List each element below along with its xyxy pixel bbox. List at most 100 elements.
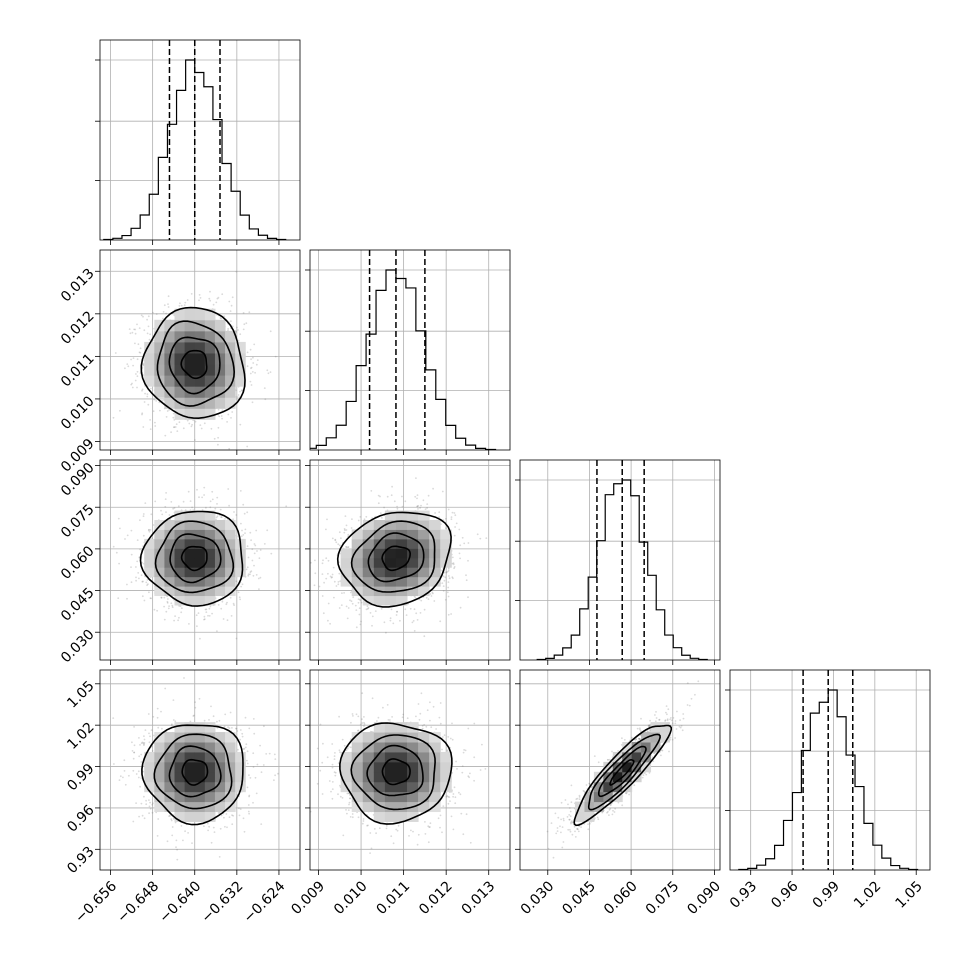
sample-point [165,610,168,613]
density-cell [154,341,165,354]
sample-point [117,517,120,520]
sample-point [250,366,253,369]
sample-point [235,514,238,516]
sample-point [220,415,223,417]
sample-point [355,626,358,629]
sample-point [355,609,358,611]
sample-point [423,635,426,638]
sample-point [148,591,150,594]
sample-point [141,389,143,392]
sample-point [321,595,324,597]
contour-2 [156,320,236,407]
sample-point [155,400,158,402]
sample-point [358,607,361,610]
density-cell [225,586,236,597]
sample-point [167,306,170,308]
sample-point [173,619,176,622]
sample-point [141,388,144,391]
density-cell [204,576,216,587]
density-cell [235,341,246,354]
density-cell [174,529,186,540]
density-cell [174,341,186,354]
sample-point [130,553,133,556]
sample-point [148,530,151,533]
sample-point [183,304,186,306]
sample-point [189,500,192,502]
sample-point [139,351,142,354]
contour-1 [168,336,221,395]
sample-point [413,630,416,632]
density-cell [194,557,206,568]
sample-point [337,543,340,546]
sample-point [168,409,171,411]
sample-point [231,325,234,328]
density-cell [204,319,216,332]
sample-point [251,548,254,551]
sample-point [210,427,213,430]
sample-point [178,421,181,424]
density-cell [184,330,196,343]
sample-point [175,423,178,426]
sample-point [189,509,192,511]
density-cell [214,520,226,530]
sample-point [252,362,255,364]
sample-point [369,612,372,614]
density-cell [184,595,196,606]
sample-point [249,372,252,375]
sample-point [240,535,243,538]
sample-point [424,508,427,510]
density-cell [164,538,176,549]
density-cell [194,375,206,387]
contour-0 [180,349,208,380]
density-cell [214,397,226,409]
sample-point [323,581,325,584]
sample-point [143,329,146,332]
sample-point [220,317,223,320]
sample-point [180,304,183,307]
sample-point [146,393,149,395]
sample-point [209,500,212,503]
sample-point [249,380,252,383]
sample-point [124,367,126,370]
density-cell [154,586,165,597]
sample-point [219,508,222,511]
sample-point [344,529,346,532]
sample-point [335,585,338,587]
sample-point [146,584,149,587]
sample-point [434,512,436,514]
sample-point [253,543,256,545]
density-cell [174,586,186,597]
contour-0 [180,545,208,572]
sample-point [359,516,362,518]
sample-point [447,581,450,583]
sample-point [130,383,133,386]
sample-point [327,602,330,605]
sample-point [451,576,454,578]
sample-point [438,511,441,514]
density-cell [164,341,176,354]
sample-point [454,526,456,528]
sample-point [379,495,381,498]
sample-point [146,579,149,581]
sample-point [172,416,175,419]
sample-point [138,327,141,329]
density-cell [174,375,186,387]
sample-point [416,619,419,621]
sample-point [442,590,445,592]
sample-point [445,527,447,530]
sample-point [412,620,415,622]
density-cell [164,330,176,343]
sample-point [365,608,368,611]
sample-point [448,575,450,577]
sample-point [420,599,423,602]
sample-point [203,618,205,621]
sample-point [252,356,254,359]
sample-point [153,398,156,401]
sample-point [458,552,461,555]
sample-point [217,296,220,299]
density-cell [235,375,246,387]
sample-point [223,315,226,318]
sample-point [167,303,169,305]
sample-point [395,614,398,616]
sample-point [325,528,327,531]
